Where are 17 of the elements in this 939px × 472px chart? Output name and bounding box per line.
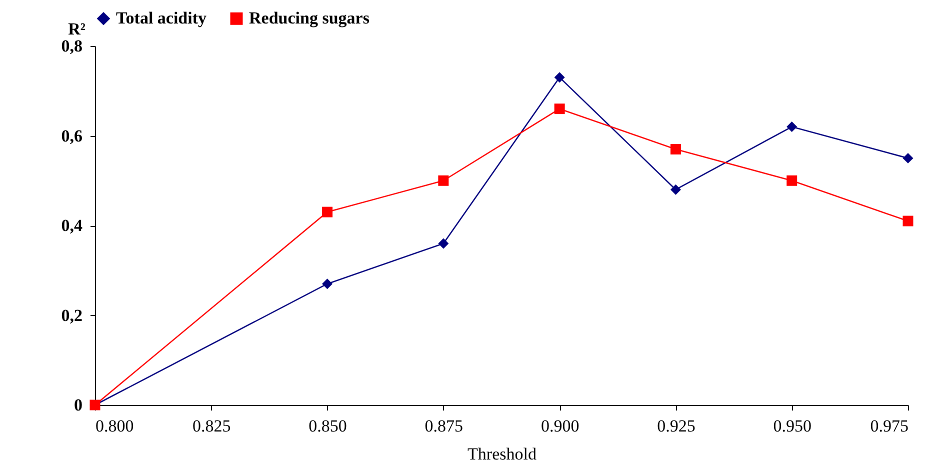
y-tick-label: 0,2 <box>61 306 82 325</box>
y-tick-label: 0,6 <box>61 126 82 146</box>
y-axis-title: R² <box>68 20 86 38</box>
y-tick-label: 0,4 <box>61 216 83 235</box>
x-tick-label: 0.925 <box>657 416 696 436</box>
x-tick-label: 0.875 <box>424 416 464 436</box>
x-tick-label: 0.950 <box>773 416 812 436</box>
x-tick-label: 0.800 <box>96 416 134 436</box>
x-tick-label: 0.900 <box>540 416 580 436</box>
y-tick-label: 0 <box>74 396 82 414</box>
x-axis-title: Threshold <box>468 444 537 464</box>
x-tick-label: 0.975 <box>870 416 908 436</box>
x-tick-label: 0.825 <box>192 416 231 436</box>
legend-label: Total acidity <box>116 8 208 28</box>
y-tick-label: 0,8 <box>61 36 82 56</box>
legend-label: Reducing sugars <box>249 8 370 28</box>
x-tick-label: 0.850 <box>308 416 347 436</box>
